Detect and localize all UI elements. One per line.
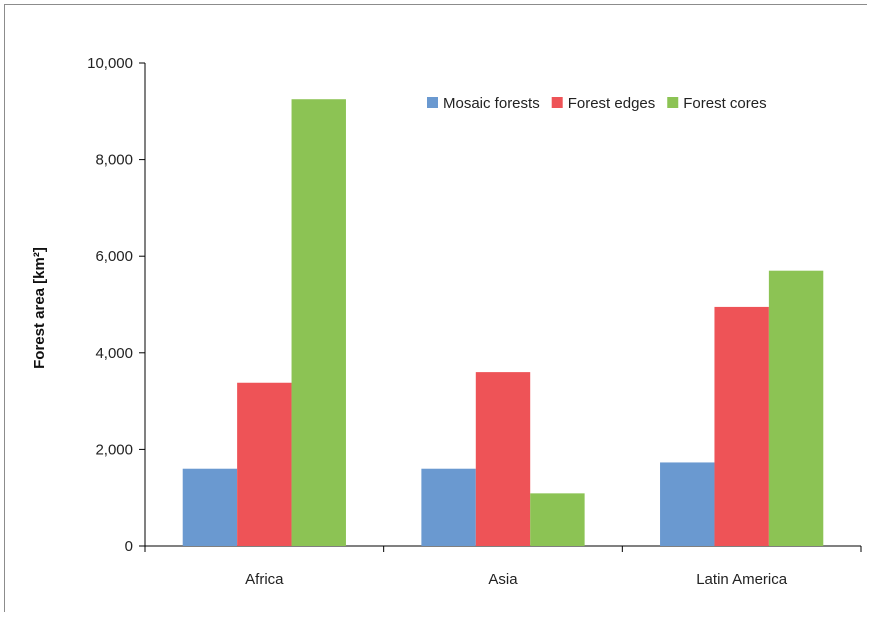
- bar: [237, 382, 292, 546]
- bar: [768, 270, 824, 546]
- bar: [660, 462, 715, 546]
- y-tick-label: 2,000: [95, 441, 133, 458]
- legend-label: Mosaic forests: [443, 95, 540, 112]
- y-tick-label: 4,000: [95, 345, 133, 362]
- bar: [421, 468, 476, 546]
- bar: [291, 99, 346, 546]
- legend-swatch: [667, 97, 679, 108]
- y-tick-label: 0: [125, 538, 133, 555]
- y-tick-label: 8,000: [95, 152, 133, 169]
- bars-group: [182, 99, 824, 546]
- y-tick-label: 10,000: [87, 55, 133, 72]
- x-tick-label: Africa: [245, 571, 284, 588]
- bar: [182, 468, 238, 546]
- y-axis-title: Forest area [km²]: [31, 247, 48, 369]
- y-tick-label: 6,000: [95, 248, 133, 265]
- axes: 0 2,000 4,000 6,000 8,000 10,000 Africa Asia Lat…: [87, 55, 862, 588]
- legend-swatch: [427, 97, 438, 108]
- x-tick-label: Latin America: [696, 571, 788, 588]
- bar: [714, 306, 769, 546]
- legend-label: Forest cores: [683, 95, 766, 112]
- legend-label: Forest edges: [568, 95, 656, 112]
- chart-frame: [4, 4, 867, 612]
- bar: [475, 372, 531, 546]
- legend: Mosaic forests Forest edges Forest cores: [427, 95, 767, 112]
- x-tick-label: Asia: [488, 571, 518, 588]
- bar: [530, 493, 585, 546]
- legend-swatch: [551, 97, 563, 108]
